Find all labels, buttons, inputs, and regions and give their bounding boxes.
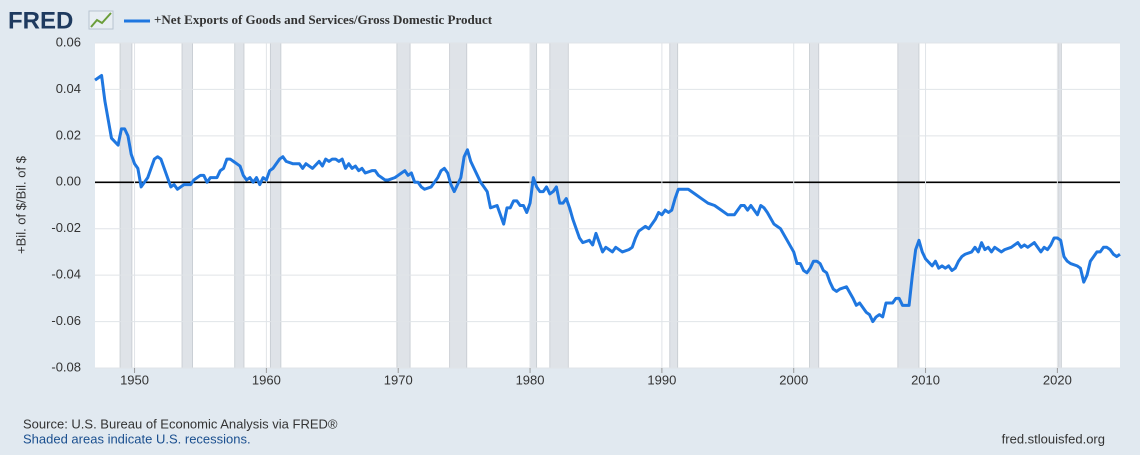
y-tick-label: -0.08 (51, 359, 81, 374)
x-tick-label: 1950 (120, 372, 149, 387)
y-axis-label: +Bil. of $/Bil. of $ (13, 155, 28, 254)
y-tick-label: 0.00 (56, 174, 81, 189)
recession-band (119, 42, 133, 369)
recession-band (549, 42, 569, 369)
x-tick-label: 1990 (647, 372, 676, 387)
y-tick-label: 0.02 (56, 127, 81, 142)
recession-band (396, 42, 411, 369)
x-tick-label: 2020 (1043, 372, 1072, 387)
logo: FRED (8, 7, 73, 34)
y-tick-label: -0.04 (51, 267, 81, 282)
recession-band (529, 42, 538, 369)
x-tick-label: 2000 (779, 372, 808, 387)
y-tick-label: -0.02 (51, 220, 81, 235)
site: fred.stlouisfed.org (1002, 431, 1105, 446)
recession-note: Shaded areas indicate U.S. recessions. (23, 431, 251, 446)
x-tick-label: 2010 (911, 372, 940, 387)
recession-band (1058, 42, 1062, 369)
source: Source: U.S. Bureau of Economic Analysis… (23, 416, 338, 431)
legend-label: +Net Exports of Goods and Services/Gross… (154, 12, 493, 27)
y-tick-label: 0.04 (56, 81, 81, 96)
plot-area (95, 43, 1120, 368)
recession-band (809, 42, 820, 369)
x-tick-label: 1960 (252, 372, 281, 387)
recession-band (181, 42, 193, 369)
x-tick-label: 1970 (384, 372, 413, 387)
recession-band (234, 42, 245, 369)
recession-band (269, 42, 282, 369)
recession-band (897, 42, 920, 369)
recession-band (449, 42, 468, 369)
logo-icon (88, 10, 114, 30)
y-tick-label: -0.06 (51, 313, 81, 328)
x-tick-label: 1980 (516, 372, 545, 387)
data-line (94, 74, 1121, 324)
y-tick-label: 0.06 (56, 34, 81, 49)
